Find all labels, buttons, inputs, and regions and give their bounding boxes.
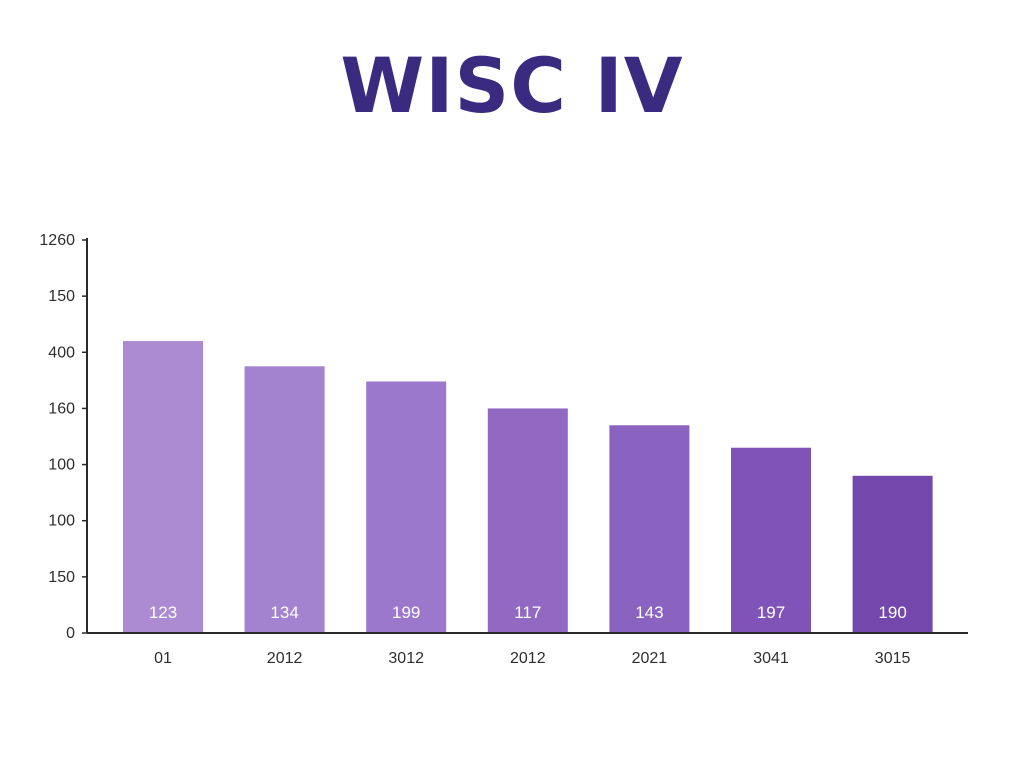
- bar-data-label: 197: [757, 603, 785, 622]
- y-tick-label: 150: [48, 569, 75, 586]
- x-axis-ticks: 01 2012 3012 2012 2021 3041 3015: [154, 650, 910, 667]
- x-tick-label: 2021: [632, 650, 668, 667]
- bar-data-label: 123: [149, 603, 177, 622]
- y-axis-ticks: 0 150 100 100 160 400 150 1260: [39, 232, 87, 642]
- y-tick-label: 160: [48, 400, 75, 417]
- bar-data-label: 134: [270, 603, 298, 622]
- bar-data-label: 190: [878, 603, 906, 622]
- data-labels-group: 123 134 199 117 143 197 190: [149, 603, 907, 622]
- bar-data-label: 143: [635, 603, 663, 622]
- bar: [731, 447, 811, 633]
- x-tick-label: 3015: [875, 650, 911, 667]
- bar-data-label: 117: [514, 603, 541, 622]
- y-tick-label: 100: [48, 513, 75, 530]
- y-tick-label: 400: [48, 344, 75, 361]
- y-tick-label: 150: [48, 288, 75, 305]
- bar: [852, 475, 933, 633]
- chart-title: WISC IV: [340, 41, 684, 130]
- x-tick-label: 2012: [510, 650, 546, 667]
- y-tick-label: 100: [48, 457, 75, 474]
- bar: [487, 408, 568, 633]
- x-tick-label: 3041: [753, 650, 789, 667]
- x-tick-label: 3012: [388, 650, 424, 667]
- bar: [123, 341, 203, 633]
- x-tick-label: 2012: [267, 650, 303, 667]
- y-tick-label: 0: [66, 625, 75, 642]
- bars-group: [123, 341, 933, 633]
- bar-data-label: 199: [392, 603, 420, 622]
- x-tick-label: 01: [154, 650, 172, 667]
- bar: [366, 381, 447, 633]
- bar: [244, 366, 325, 633]
- y-tick-label: 1260: [39, 232, 75, 249]
- bar: [609, 425, 690, 633]
